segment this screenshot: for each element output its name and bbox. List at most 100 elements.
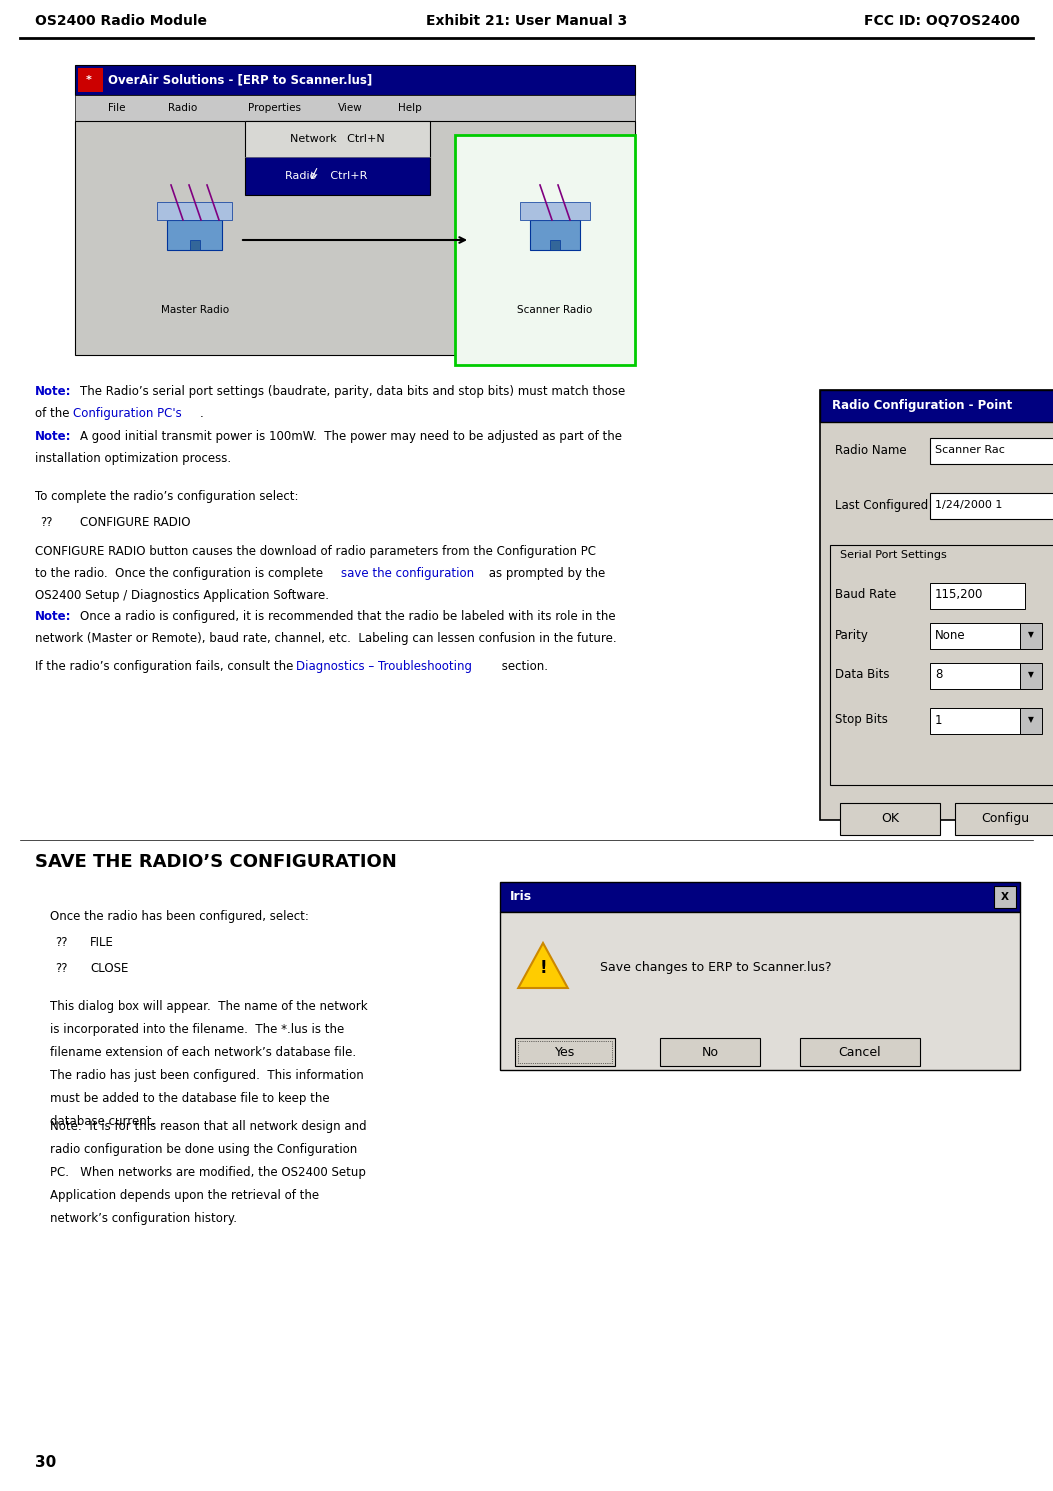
Text: !: ! (539, 959, 547, 977)
Text: Baud Rate: Baud Rate (835, 589, 896, 601)
Bar (78, 69, 103, 92)
Text: Yes: Yes (555, 1045, 575, 1059)
Text: Note:: Note: (35, 429, 72, 443)
Text: Exhibit 21: User Manual 3: Exhibit 21: User Manual 3 (426, 13, 628, 28)
Bar (190, 240, 200, 250)
Text: Save changes to ERP to Scanner.lus?: Save changes to ERP to Scanner.lus? (600, 962, 832, 975)
Text: 8: 8 (935, 668, 942, 681)
Text: PC.   When networks are modified, the OS2400 Setup: PC. When networks are modified, the OS24… (49, 1166, 365, 1179)
Bar (550, 240, 560, 250)
Bar (520, 201, 590, 221)
Text: None: None (935, 629, 966, 641)
Text: CONFIGURE RADIO: CONFIGURE RADIO (80, 516, 191, 529)
Text: save the configuration: save the configuration (341, 567, 474, 580)
Text: radio configuration be done using the Configuration: radio configuration be done using the Co… (49, 1144, 357, 1156)
Text: must be added to the database file to keep the: must be added to the database file to ke… (49, 1091, 330, 1105)
Text: Iris: Iris (510, 890, 532, 904)
Text: No: No (701, 1045, 718, 1059)
Bar (930, 708, 1025, 734)
Text: network’s configuration history.: network’s configuration history. (49, 1212, 237, 1226)
Bar (994, 886, 1016, 908)
Text: *: * (86, 75, 92, 85)
Bar (518, 1041, 612, 1063)
Bar (660, 1038, 760, 1066)
Text: Diagnostics – Troubleshooting: Diagnostics – Troubleshooting (296, 661, 472, 672)
Text: If the radio’s configuration fails, consult the: If the radio’s configuration fails, cons… (35, 661, 297, 672)
Text: Application depends upon the retrieval of the: Application depends upon the retrieval o… (49, 1188, 319, 1202)
Text: Radio    Ctrl+R: Radio Ctrl+R (285, 171, 367, 180)
Bar (800, 1038, 920, 1066)
Text: ▼: ▼ (1028, 631, 1034, 640)
Text: To complete the radio’s configuration select:: To complete the radio’s configuration se… (35, 491, 298, 502)
Text: CLOSE: CLOSE (90, 962, 128, 975)
Bar (820, 391, 1053, 820)
Text: Configu: Configu (981, 813, 1029, 826)
Bar (245, 121, 430, 157)
Text: A good initial transmit power is 100mW.  The power may need to be adjusted as pa: A good initial transmit power is 100mW. … (80, 429, 622, 443)
Bar (955, 804, 1053, 835)
Bar (930, 663, 1025, 689)
Text: of the: of the (35, 407, 74, 420)
Bar (930, 494, 1053, 519)
Bar (530, 221, 580, 250)
Text: Properties: Properties (249, 103, 301, 113)
Text: to the radio.  Once the configuration is complete: to the radio. Once the configuration is … (35, 567, 326, 580)
Text: The Radio’s serial port settings (baudrate, parity, data bits and stop bits) mus: The Radio’s serial port settings (baudra… (80, 385, 625, 398)
Text: Radio Configuration - Point: Radio Configuration - Point (832, 400, 1012, 413)
Text: Radio: Radio (168, 103, 197, 113)
Text: OK: OK (881, 813, 899, 826)
Bar (930, 438, 1053, 464)
Text: CONFIGURE RADIO button causes the download of radio parameters from the Configur: CONFIGURE RADIO button causes the downlo… (35, 546, 596, 558)
Text: ??: ?? (40, 516, 53, 529)
Text: Radio Name: Radio Name (835, 443, 907, 456)
Text: The radio has just been configured.  This information: The radio has just been configured. This… (49, 1069, 363, 1082)
Text: This dialog box will appear.  The name of the network: This dialog box will appear. The name of… (49, 1000, 367, 1012)
Bar (75, 66, 635, 95)
Text: 30: 30 (35, 1455, 56, 1470)
Text: OverAir Solutions - [ERP to Scanner.lus]: OverAir Solutions - [ERP to Scanner.lus] (108, 73, 373, 86)
Text: Once the radio has been configured, select:: Once the radio has been configured, sele… (49, 910, 309, 923)
Bar (75, 121, 635, 355)
Bar (840, 804, 940, 835)
Text: is incorporated into the filename.  The *.lus is the: is incorporated into the filename. The *… (49, 1023, 344, 1036)
Bar (245, 121, 430, 195)
Text: Last Configured: Last Configured (835, 498, 929, 511)
Text: installation optimization process.: installation optimization process. (35, 452, 231, 465)
Text: SAVE THE RADIO’S CONFIGURATION: SAVE THE RADIO’S CONFIGURATION (35, 853, 397, 871)
Bar (1020, 708, 1042, 734)
Text: ▼: ▼ (1028, 716, 1034, 725)
Text: OS2400 Radio Module: OS2400 Radio Module (35, 13, 207, 28)
Text: FCC ID: OQ7OS2400: FCC ID: OQ7OS2400 (865, 13, 1020, 28)
Text: database current.: database current. (49, 1115, 155, 1129)
Text: as prompted by the: as prompted by the (485, 567, 605, 580)
Text: Master Radio: Master Radio (161, 306, 230, 315)
Bar (820, 391, 1053, 422)
Text: Configuration PC's: Configuration PC's (73, 407, 182, 420)
Bar (515, 1038, 615, 1066)
Text: Note:  It is for this reason that all network design and: Note: It is for this reason that all net… (49, 1120, 366, 1133)
Bar (245, 157, 430, 195)
Text: Note:: Note: (35, 610, 72, 623)
Text: ??: ?? (55, 962, 67, 975)
Text: View: View (338, 103, 362, 113)
Bar (167, 221, 222, 250)
Text: Help: Help (398, 103, 422, 113)
Text: 1/24/2000 1: 1/24/2000 1 (935, 499, 1002, 510)
Text: Stop Bits: Stop Bits (835, 714, 888, 726)
Text: X: X (1001, 892, 1009, 902)
Text: File: File (108, 103, 125, 113)
Text: Cancel: Cancel (838, 1045, 881, 1059)
Text: Serial Port Settings: Serial Port Settings (840, 550, 947, 561)
Bar (930, 583, 1025, 608)
Bar (455, 136, 635, 365)
Polygon shape (518, 942, 568, 989)
Text: OS2400 Setup / Diagnostics Application Software.: OS2400 Setup / Diagnostics Application S… (35, 589, 329, 602)
Text: .: . (200, 407, 203, 420)
Text: Data Bits: Data Bits (835, 668, 890, 681)
Bar (1020, 623, 1042, 649)
Text: Scanner Rac: Scanner Rac (935, 444, 1005, 455)
Bar (830, 546, 1053, 784)
Text: Note:: Note: (35, 385, 72, 398)
Bar (500, 912, 1020, 1071)
Text: filename extension of each network’s database file.: filename extension of each network’s dat… (49, 1047, 356, 1059)
